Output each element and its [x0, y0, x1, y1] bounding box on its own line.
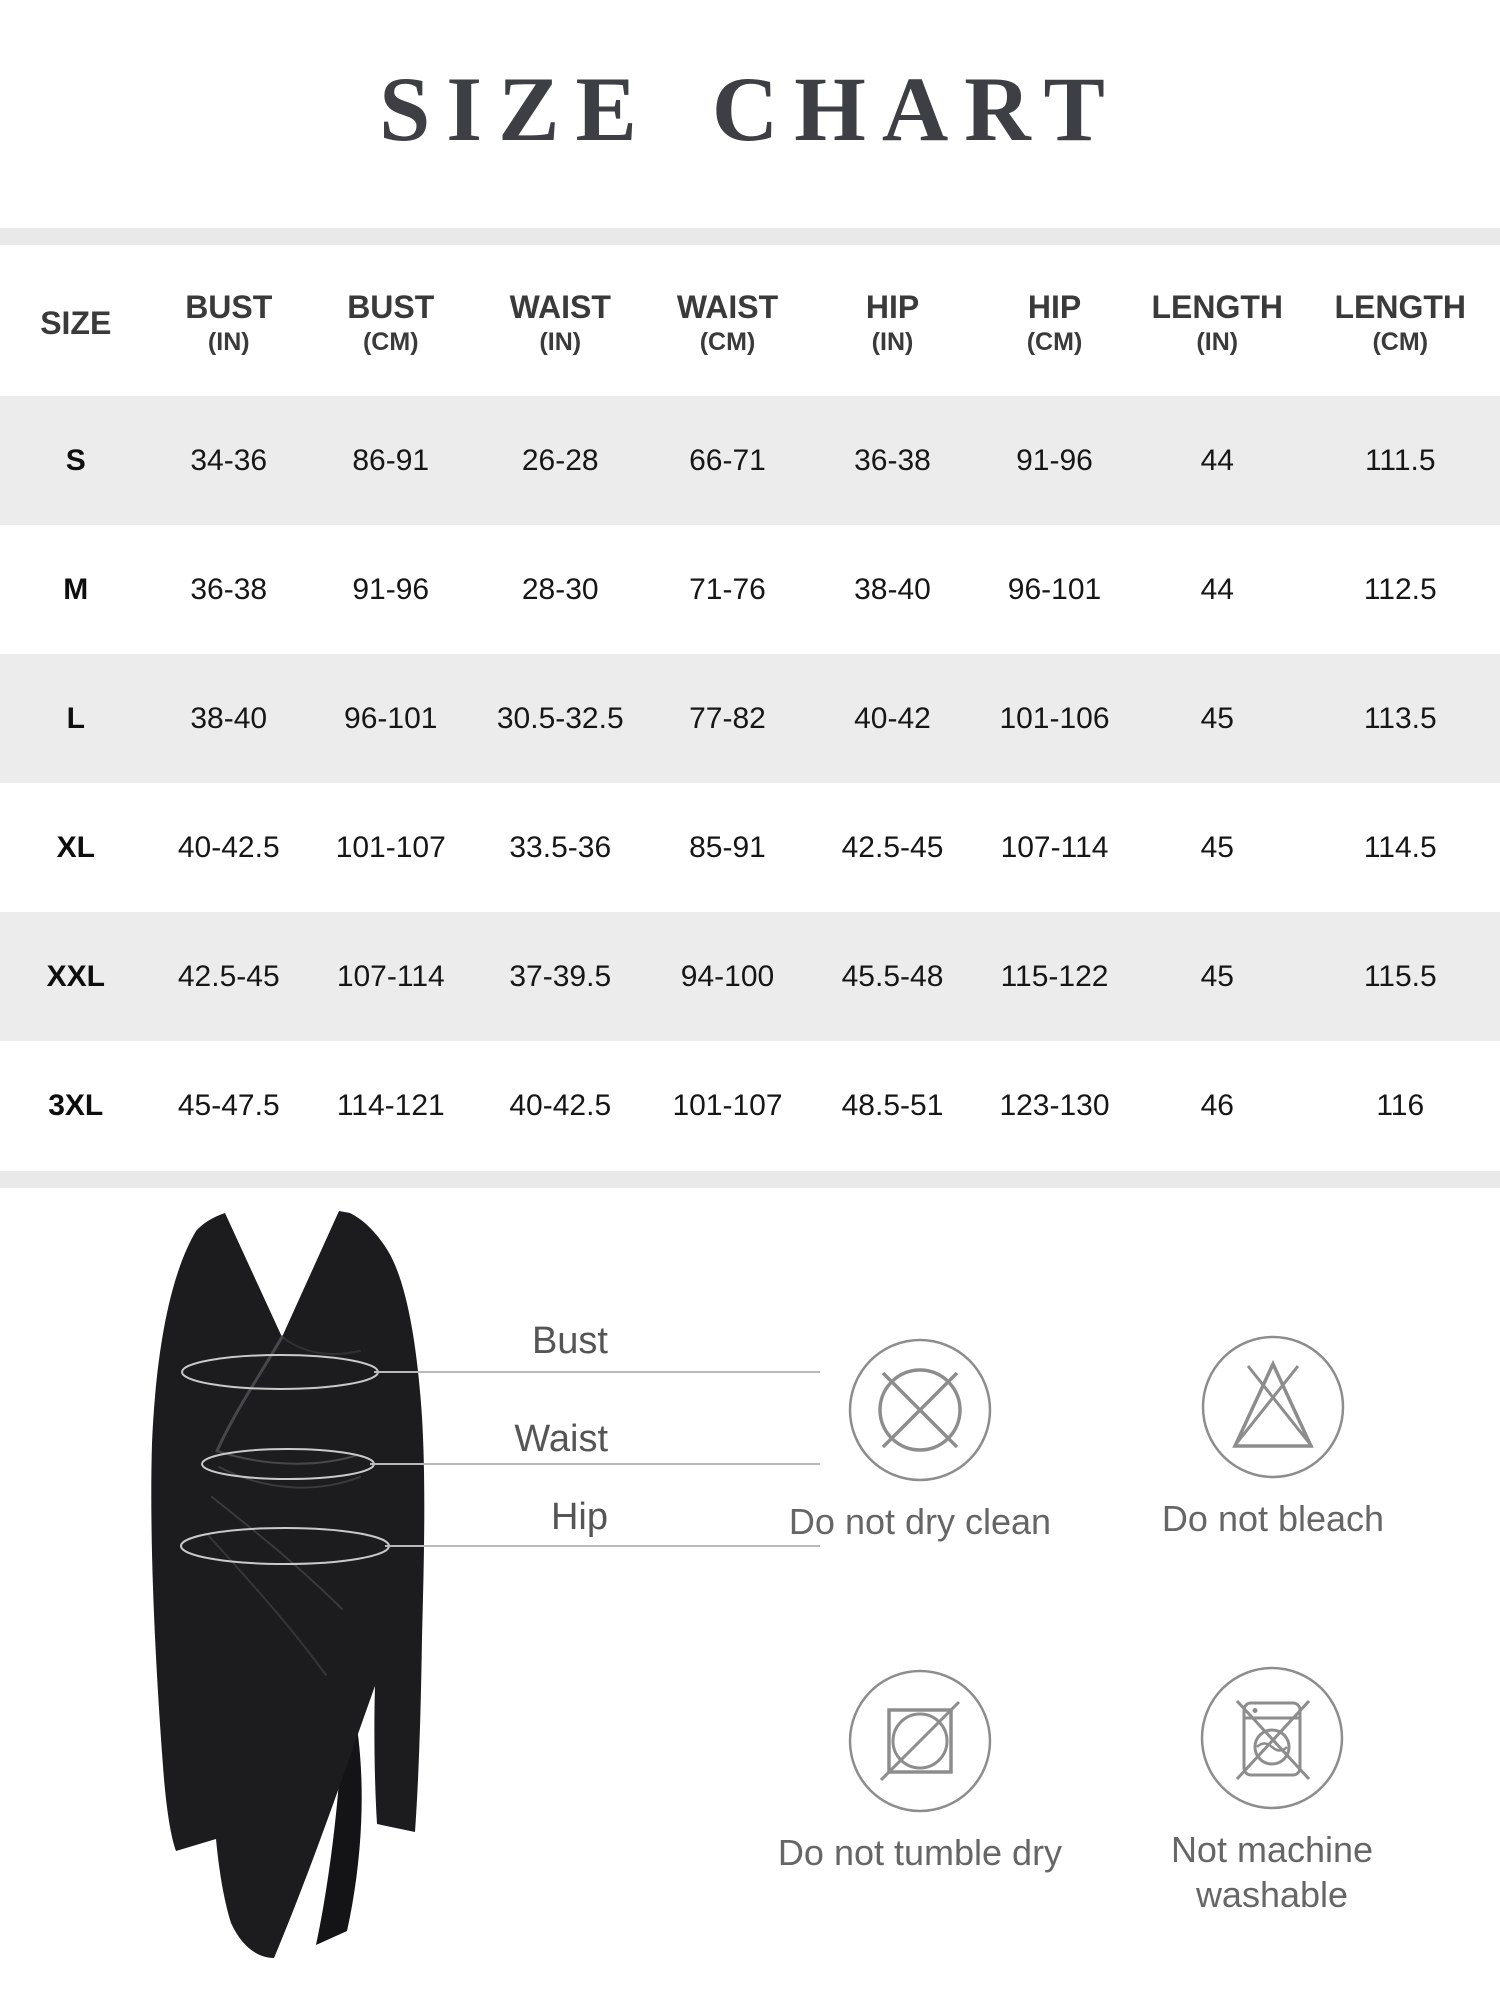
care-caption: Do not bleach — [1161, 1498, 1385, 1539]
value-cell: 77-82 — [689, 701, 766, 735]
value-cell: 30.5-32.5 — [496, 701, 624, 735]
value-cell: 101-107 — [335, 830, 446, 864]
size-cell: L — [66, 701, 85, 735]
value-cell: 45 — [1200, 701, 1234, 735]
care-item-do-not-bleach: Do not bleach — [1103, 1332, 1443, 1541]
dress-silhouette — [151, 1211, 425, 1958]
not-machine-washable-icon — [1200, 1666, 1344, 1810]
value-cell: 38-40 — [190, 701, 268, 735]
table-row: 3XL 45-47.5 114-121 40-42.5 101-107 48.5-51 12… — [0, 1041, 1500, 1170]
value-cell: 113.5 — [1363, 701, 1437, 735]
value-cell: 111.5 — [1364, 443, 1436, 477]
value-cell: 26-28 — [521, 443, 599, 477]
value-cell: 42.5-45 — [841, 830, 944, 864]
do-not-dry-clean-icon — [848, 1338, 992, 1482]
do-not-bleach-icon — [1201, 1335, 1345, 1479]
size-cell: S — [65, 443, 86, 477]
size-cell: 3XL — [48, 1088, 104, 1122]
table-row: M 36-38 91-96 28-30 71-76 38-40 96-101 44 112.5 — [0, 525, 1500, 654]
column-header: WAIST (CM) — [676, 288, 779, 356]
value-cell: 71-76 — [689, 572, 766, 606]
value-cell: 91-96 — [352, 572, 430, 606]
divider-bottom — [0, 1171, 1500, 1188]
column-header: LENGTH (IN) — [1151, 288, 1284, 356]
dress-fold-lines — [207, 1335, 361, 1676]
value-cell: 114-121 — [336, 1088, 445, 1122]
hip-pointer-line — [385, 1545, 820, 1547]
value-cell: 37-39.5 — [509, 959, 612, 993]
dress-illustration — [151, 1211, 425, 1958]
value-cell: 66-71 — [689, 443, 766, 477]
size-cell: XXL — [46, 959, 105, 993]
value-cell: 91-96 — [1016, 443, 1093, 477]
value-cell: 101-106 — [999, 701, 1110, 735]
value-cell: 46 — [1200, 1088, 1234, 1122]
value-cell: 28-30 — [521, 572, 599, 606]
table-row: L 38-40 96-101 30.5-32.5 77-82 40-42 101-106 45… — [0, 654, 1500, 783]
bust-pointer-line — [374, 1371, 820, 1373]
value-cell: 34-36 — [190, 443, 268, 477]
column-header: HIP (CM) — [1026, 288, 1083, 356]
value-cell: 36-38 — [854, 443, 931, 477]
value-cell: 101-107 — [672, 1088, 783, 1122]
do-not-tumble-dry-icon — [848, 1669, 992, 1813]
value-cell: 115-122 — [1000, 959, 1109, 993]
value-cell: 36-38 — [190, 572, 268, 606]
value-cell: 112.5 — [1363, 572, 1437, 606]
care-item-do-not-tumble-dry: Do not tumble dry — [750, 1666, 1090, 1875]
column-header: HIP (IN) — [865, 288, 920, 356]
table-body: S 34-36 86-91 26-28 66-71 36-38 91-96 44 111.5 M 3… — [0, 396, 1500, 1170]
value-cell: 40-42.5 — [509, 1088, 612, 1122]
size-chart-table: SIZE BUST (IN) BUST (CM) WAIST (IN) WAIST (CM) HI… — [0, 250, 1500, 1170]
header-row: SIZE BUST (IN) BUST (CM) WAIST (IN) WAIST (CM) HI… — [0, 250, 1500, 396]
size-cell: XL — [56, 830, 95, 864]
bust-label: Bust — [531, 1320, 608, 1362]
table-row: XL 40-42.5 101-107 33.5-36 85-91 42.5-45 107-1… — [0, 783, 1500, 912]
value-cell: 114.5 — [1363, 830, 1437, 864]
value-cell: 38-40 — [854, 572, 931, 606]
value-cell: 45.5-48 — [841, 959, 944, 993]
value-cell: 45 — [1200, 830, 1234, 864]
value-cell: 45 — [1200, 959, 1234, 993]
value-cell: 115.5 — [1363, 959, 1437, 993]
size-cell: M — [63, 572, 89, 606]
value-cell: 85-91 — [689, 830, 766, 864]
dress-back-panel — [316, 1705, 362, 1945]
value-cell: 44 — [1200, 572, 1234, 606]
value-cell: 40-42 — [854, 701, 931, 735]
value-cell: 107-114 — [336, 959, 445, 993]
table-row: XXL 42.5-45 107-114 37-39.5 94-100 45.5-48 115… — [0, 912, 1500, 1041]
column-header: BUST (CM) — [347, 288, 435, 356]
table-header: SIZE BUST (IN) BUST (CM) WAIST (IN) WAIST (CM) HI… — [0, 250, 1500, 396]
page-title: SIZE CHART — [379, 58, 1121, 160]
hip-label: Hip — [550, 1496, 608, 1538]
care-caption: Do not dry clean — [788, 1501, 1052, 1542]
value-cell: 94-100 — [680, 959, 775, 993]
value-cell: 45-47.5 — [177, 1088, 280, 1122]
column-header: SIZE — [40, 304, 112, 341]
care-item-not-machine-washable: Not machine washable — [1122, 1663, 1422, 1917]
waist-label: Waist — [514, 1418, 608, 1460]
care-caption: Not machine washable — [1170, 1829, 1374, 1915]
table-row: S 34-36 86-91 26-28 66-71 36-38 91-96 44 111.5 — [0, 396, 1500, 525]
value-cell: 40-42.5 — [177, 830, 280, 864]
value-cell: 86-91 — [352, 443, 430, 477]
value-cell: 116 — [1376, 1088, 1425, 1122]
column-header: LENGTH (CM) — [1334, 288, 1467, 356]
value-cell: 44 — [1200, 443, 1234, 477]
value-cell: 42.5-45 — [177, 959, 280, 993]
value-cell: 107-114 — [1000, 830, 1109, 864]
care-caption: Do not tumble dry — [777, 1832, 1063, 1873]
value-cell: 96-101 — [344, 701, 438, 735]
value-cell: 33.5-36 — [509, 830, 612, 864]
column-header: BUST (IN) — [185, 288, 273, 356]
care-item-do-not-dry-clean: Do not dry clean — [750, 1335, 1090, 1544]
waist-pointer-line — [370, 1463, 820, 1465]
column-header: WAIST (IN) — [509, 288, 611, 356]
value-cell: 96-101 — [1007, 572, 1102, 606]
value-cell: 123-130 — [999, 1088, 1110, 1122]
divider-top — [0, 228, 1500, 245]
value-cell: 48.5-51 — [841, 1088, 944, 1122]
